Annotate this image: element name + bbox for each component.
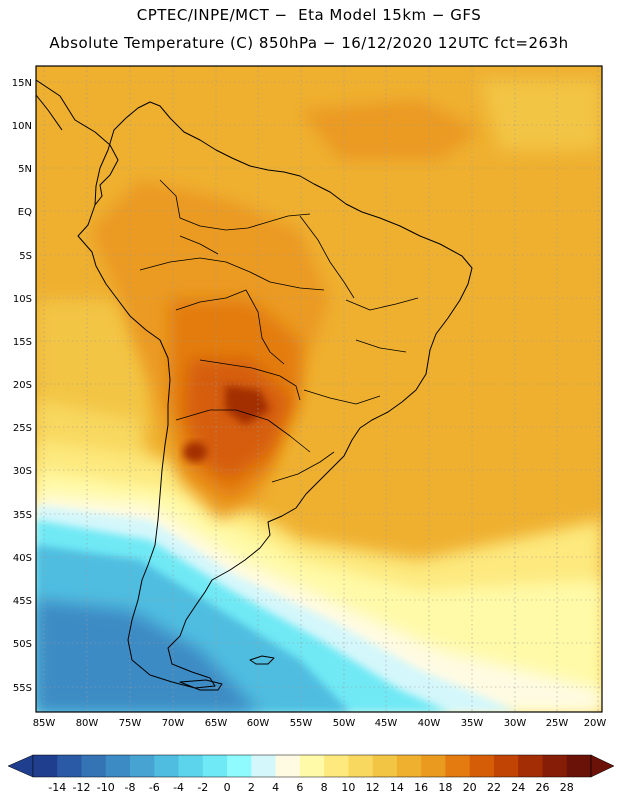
map-title-line2: Absolute Temperature (C) 850hPa − 16/12/… [49, 34, 569, 52]
lat-label: EQ [18, 207, 32, 218]
lat-label: 40S [13, 553, 32, 564]
colorbar-swatch [251, 755, 276, 777]
lon-label: 65W [205, 718, 228, 729]
colorbar-labels: -14 -12 -10 -8 -6 -4 -2 0 2 4 6 8 10 12 14 16 18 20 22 24 26… [48, 781, 573, 794]
lon-label: 40W [418, 718, 441, 729]
colorbar-swatch [542, 755, 568, 777]
colorbar-tick-label: -14 [48, 781, 66, 794]
colorbar-tick-label: 2 [248, 781, 255, 794]
lon-label: 60W [247, 718, 270, 729]
colorbar [7, 754, 615, 778]
colorbar-tick-label: -12 [73, 781, 91, 794]
colorbar-swatch [348, 755, 373, 777]
colorbar-swatch [566, 755, 592, 777]
colorbar-tick-label: 28 [560, 781, 574, 794]
colorbar-swatch [396, 755, 422, 777]
colorbar-tick-label: 20 [463, 781, 477, 794]
colorbar-tick-label: 14 [390, 781, 404, 794]
colorbar-swatch [469, 755, 495, 777]
lat-label: 45S [13, 596, 32, 607]
coastlines [36, 79, 473, 691]
colorbar-tick-label: 10 [341, 781, 355, 794]
lat-label: 55S [13, 683, 32, 694]
colorbar-swatch [105, 755, 131, 777]
lon-label: 55W [290, 718, 313, 729]
colorbar-swatch [178, 755, 204, 777]
colorbar-tick-label: -4 [173, 781, 184, 794]
lon-label: 30W [504, 718, 527, 729]
colorbar-swatch [324, 755, 349, 777]
colorbar-swatch [421, 755, 446, 777]
colorbar-swatch [130, 755, 155, 777]
colorbar-tick-label: -6 [149, 781, 160, 794]
colorbar-swatch [493, 755, 519, 777]
colorbar-swatch [445, 755, 470, 777]
lon-label: 25W [546, 718, 569, 729]
colorbar-tick-label: -8 [125, 781, 136, 794]
lat-label: 50S [13, 639, 32, 650]
lon-label: 85W [33, 718, 56, 729]
lon-label: 45W [375, 718, 398, 729]
colorbar-tick-label: 16 [414, 781, 428, 794]
colorbar-arrow-right [590, 754, 615, 778]
lat-label: 5N [18, 164, 32, 175]
colorbar-tick-label: -10 [97, 781, 115, 794]
longitude-axis: 85W 80W 75W 70W 65W 60W 55W 50W 45W 40W … [33, 718, 607, 729]
colorbar-swatch [518, 755, 543, 777]
colorbar-swatch [33, 755, 58, 777]
colorbar-tick-label: 18 [438, 781, 452, 794]
colorbar-swatch [299, 755, 325, 777]
colorbar-swatch [202, 755, 228, 777]
colorbar-swatch [275, 755, 301, 777]
colorbar-tick-label: -2 [197, 781, 208, 794]
lon-label: 80W [76, 718, 99, 729]
colorbar-tick-label: 22 [487, 781, 501, 794]
lon-label: 20W [584, 718, 607, 729]
lon-label: 75W [119, 718, 142, 729]
colorbar-tick-label: 0 [224, 781, 231, 794]
colorbar-swatch [227, 755, 252, 777]
lat-label: 30S [13, 466, 32, 477]
colorbar-tick-label: 12 [366, 781, 380, 794]
colorbar-arrow-left [7, 754, 34, 778]
lon-label: 70W [162, 718, 185, 729]
lat-label: 5S [19, 251, 32, 262]
colorbar-swatch [154, 755, 179, 777]
latitude-axis: 15N 10N 5N EQ 5S 10S 15S 20S 25S 30S 35S… [12, 78, 32, 694]
colorbar-tick-label: 8 [321, 781, 328, 794]
temperature-field [36, 66, 602, 712]
colorbar-frame [32, 754, 592, 778]
lat-label: 35S [13, 510, 32, 521]
lat-label: 20S [13, 380, 32, 391]
lat-label: 10S [13, 294, 32, 305]
colorbar-tick-label: 24 [511, 781, 525, 794]
colorbar-tick-label: 4 [272, 781, 279, 794]
lat-label: 10N [12, 121, 32, 132]
lat-label: 15N [12, 78, 32, 89]
colorbar-tick-label: 6 [296, 781, 303, 794]
lon-label: 50W [333, 718, 356, 729]
lat-label: 25S [13, 423, 32, 434]
colorbar-swatch [372, 755, 398, 777]
map-title-line1: CPTEC/INPE/MCT − Eta Model 15km − GFS [136, 6, 482, 24]
colorbar-tick-label: 26 [535, 781, 549, 794]
colorbar-swatch [57, 755, 82, 777]
lon-label: 35W [461, 718, 484, 729]
map-frame [35, 65, 603, 713]
colorbar-swatch [81, 755, 107, 777]
lat-label: 15S [13, 337, 32, 348]
